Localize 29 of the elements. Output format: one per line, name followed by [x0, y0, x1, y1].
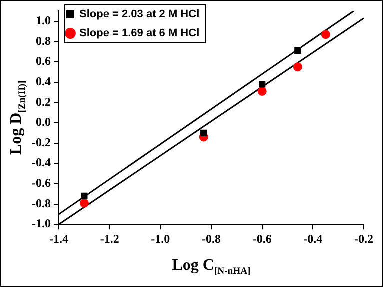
point	[259, 81, 266, 88]
point	[258, 86, 267, 96]
y-tick-label: -0.2	[32, 135, 51, 150]
y-tick-label: -0.8	[32, 196, 51, 210]
point	[81, 192, 88, 200]
x-tick-label: -1.2	[100, 232, 120, 246]
x-tick-label: -0.4	[304, 232, 323, 246]
point	[80, 198, 89, 208]
x-tick-label: -1.4	[49, 232, 68, 246]
y-tick-label: 1.0	[36, 13, 51, 28]
x-tick-label: -1.0	[151, 232, 170, 246]
y-axis-title: Log D[Zn(II)]	[8, 80, 28, 156]
y-tick-label: -0.4	[32, 156, 51, 170]
point	[321, 30, 330, 40]
y-tick-label: 0.2	[36, 94, 51, 109]
point	[200, 130, 208, 136]
y-tick-label: -1.0	[32, 216, 51, 231]
y-tick-label: -0.6	[32, 176, 51, 190]
y-tick-label: 0.4	[36, 74, 51, 88]
legend-label: Slope = 1.69 at 6 M HCl	[79, 28, 200, 40]
legend-label: Slope = 2.03 at 2 M HCl	[79, 8, 200, 21]
point	[294, 48, 302, 54]
x-tick-label: -0.8	[202, 232, 221, 246]
x-tick-label: -0.2	[354, 232, 374, 246]
x-tick-label: -0.6	[252, 232, 272, 246]
y-tick-label: 0.0	[36, 115, 51, 130]
y-tick-label: 0.6	[36, 54, 51, 68]
point	[293, 62, 302, 72]
y-tick-label: 0.8	[36, 34, 51, 48]
